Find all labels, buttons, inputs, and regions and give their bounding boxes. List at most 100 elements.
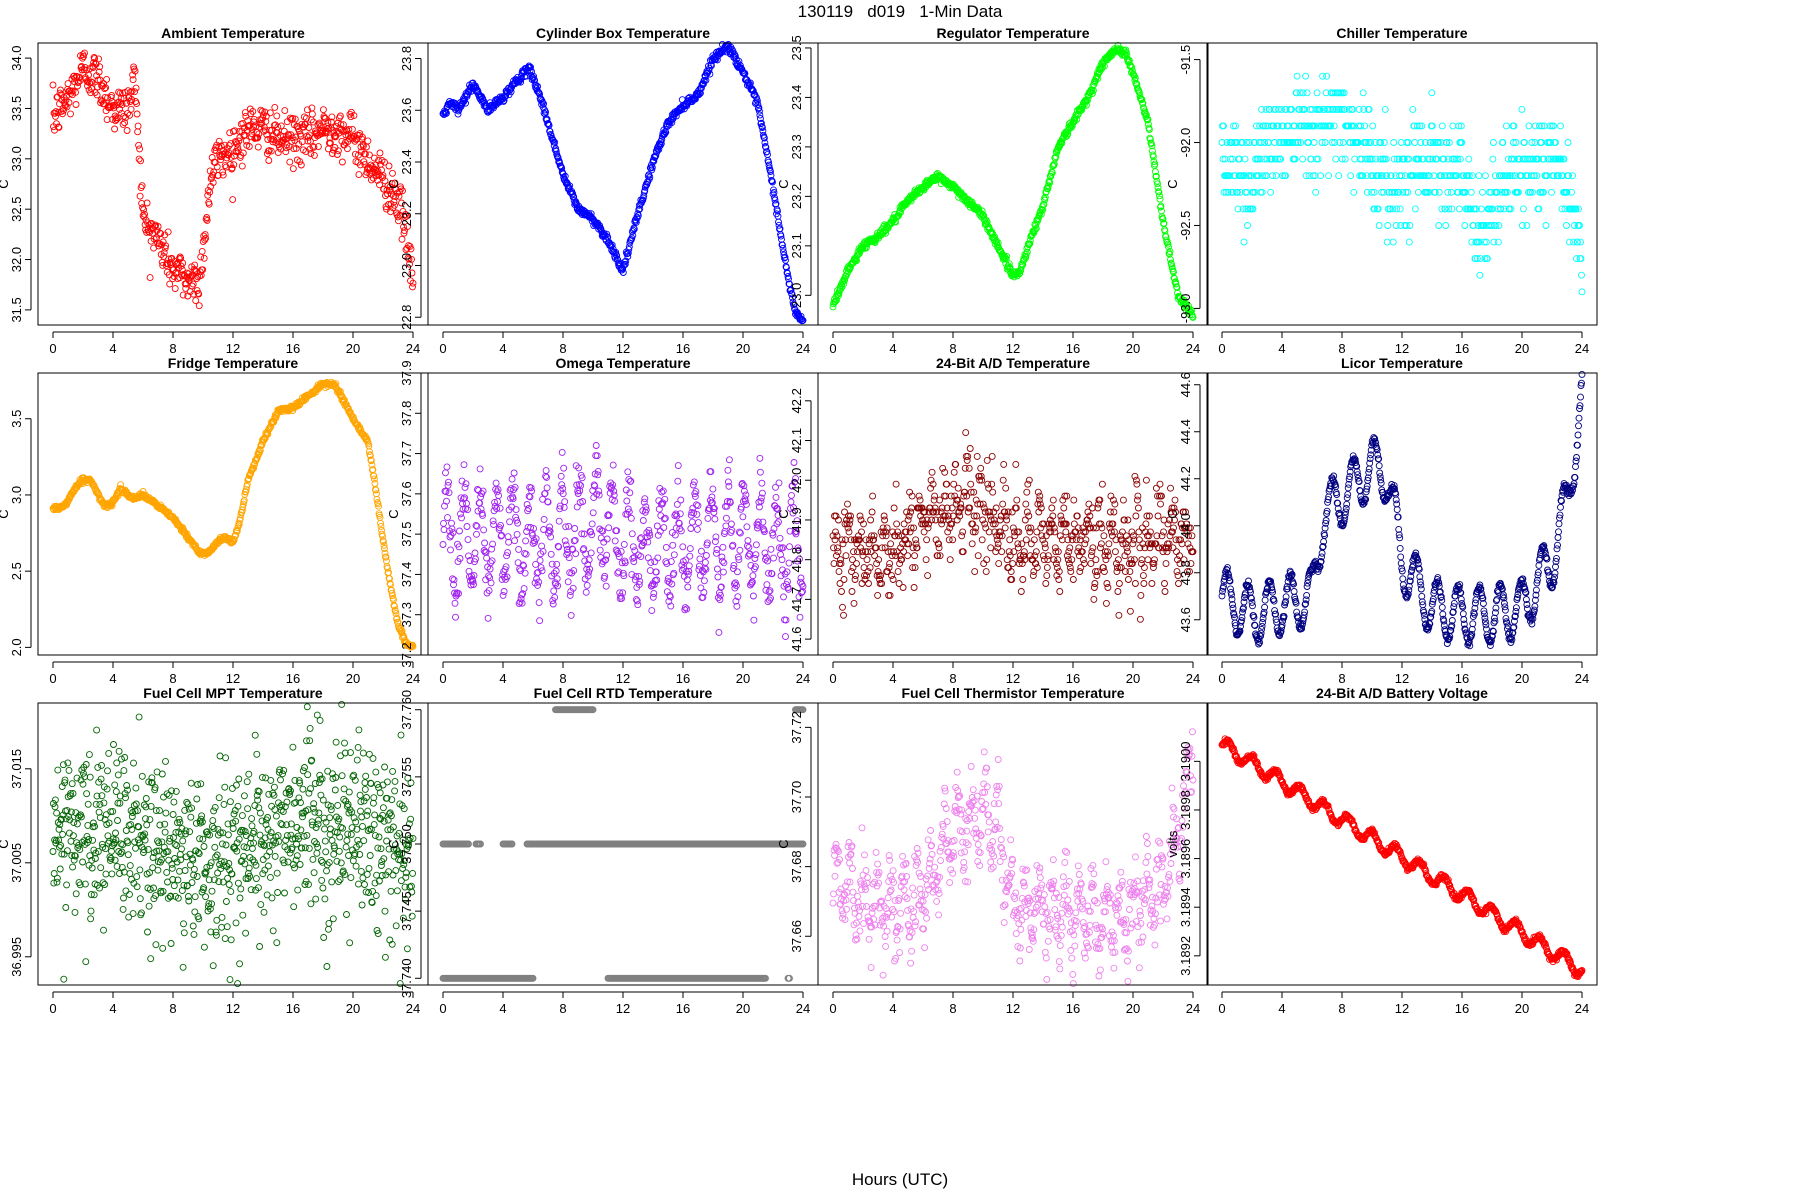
data-point [196,272,204,280]
data-point [497,521,505,529]
data-point [743,523,751,531]
data-point [134,122,142,130]
y-tick-label: -92.5 [1178,211,1193,241]
data-point [372,490,380,498]
data-point [536,617,544,625]
data-point [454,110,462,118]
data-point [290,145,298,153]
data-point [456,104,463,112]
data-point [219,168,227,176]
data-point [250,118,258,126]
data-point [399,187,406,195]
data-point [999,500,1007,508]
data-point [728,526,736,534]
data-point [209,171,217,179]
data-point [179,291,187,299]
data-point [895,532,903,540]
data-point [967,480,975,488]
data-point [527,63,535,71]
data-point [852,572,859,580]
data-point [752,541,760,549]
data-point [121,119,129,127]
data-point [355,171,363,179]
data-point [694,519,702,527]
data-point [225,142,233,150]
data-point [127,105,135,113]
data-point [564,578,572,586]
data-point [439,541,447,548]
data-point [1269,172,1277,180]
data-point [358,133,366,141]
y-axis-label: C [386,179,401,188]
data-point [220,150,228,158]
data-point [319,127,327,135]
data-point [543,115,551,123]
y-tick-label: 3.5 [9,410,24,428]
data-point [265,157,273,164]
data-point [447,546,454,554]
data-point [752,551,760,559]
data-point [385,162,393,170]
data-point [1006,536,1014,544]
data-points [49,378,417,651]
data-point [838,536,846,544]
data-point [350,112,358,120]
data-point [1034,488,1042,496]
data-point [394,213,402,221]
y-tick-label: 23.8 [399,46,414,71]
data-point [103,116,111,124]
x-tick-label: 4 [1278,341,1285,356]
data-point [670,551,678,559]
data-point [371,480,379,487]
data-point [490,521,498,529]
data-point [530,72,538,80]
data-point [286,158,294,166]
data-point [1056,588,1064,595]
data-point [258,120,266,127]
data-point [1494,238,1502,246]
y-tick-label: 23.0 [399,253,414,278]
x-tick-label: 20 [1515,341,1529,356]
data-point [407,277,414,285]
data-point [405,255,413,263]
y-tick-label: 37.7 [399,441,414,466]
data-point [203,216,211,224]
data-point [215,137,223,145]
data-point [1057,512,1065,520]
data-point [407,245,415,253]
data-point [1405,238,1413,246]
x-tick-label: 16 [676,341,690,356]
data-point [713,565,721,573]
data-point [749,572,757,580]
data-point [573,503,581,511]
data-point [916,496,924,504]
data-point [652,152,660,160]
data-point [797,574,805,582]
data-point [605,524,613,532]
data-point [168,265,176,273]
data-point [398,199,405,207]
data-point [704,514,712,522]
y-tick-label: 23.4 [789,85,804,110]
data-point [289,165,297,173]
data-point [959,528,967,536]
data-point [1350,188,1358,196]
data-point [95,68,103,76]
data-point [1027,540,1035,548]
data-point [1041,544,1049,552]
data-point [297,161,305,169]
data-point [587,549,595,557]
data-point [124,109,132,117]
data-point [863,556,871,564]
data-point [1467,188,1475,196]
plot-frame [37,372,429,656]
data-point [879,532,887,540]
data-point [192,297,200,305]
data-point [1293,72,1301,80]
data-point [1022,500,1030,508]
data-point [558,481,566,489]
data-point [86,79,94,87]
data-points [1218,72,1586,296]
x-tick-label: 0 [49,671,56,686]
data-point [1042,580,1050,587]
